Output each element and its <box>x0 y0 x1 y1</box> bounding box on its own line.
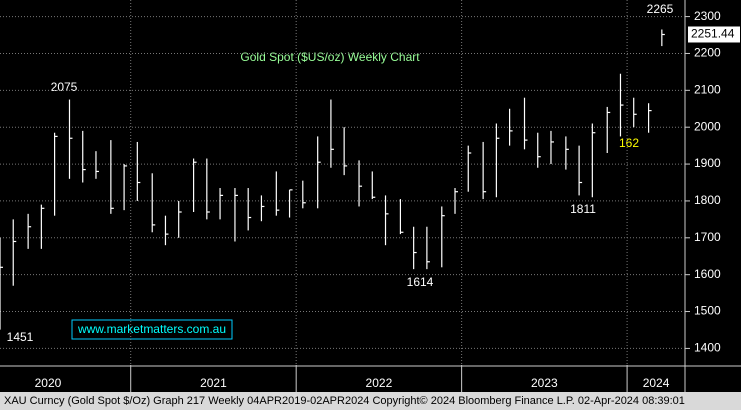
footer-bar <box>0 392 741 410</box>
last-price: 2251.44 <box>691 27 735 41</box>
annotation: 2075 <box>51 80 78 94</box>
footer: XAU Curncy (Gold Spot $/Oz) Graph 217 We… <box>4 395 685 407</box>
y-tick-label: 1700 <box>694 230 721 244</box>
chart-title: Gold Spot ($US/oz) Weekly Chart <box>240 50 420 64</box>
annotation: 1451 <box>7 330 34 344</box>
y-tick-label: 1400 <box>694 341 721 355</box>
last-price-box <box>688 26 740 43</box>
watermark-box <box>71 319 233 340</box>
annotation: 2265 <box>647 2 674 16</box>
x-tick-label: 2022 <box>366 376 393 390</box>
y-tick-label: 1600 <box>694 267 721 281</box>
y-tick-label: 2200 <box>694 46 721 60</box>
y-tick-label: 2100 <box>694 83 721 97</box>
annotation: 1614 <box>407 275 434 289</box>
y-tick-label: 2000 <box>694 119 721 133</box>
x-tick-label: 2021 <box>200 376 227 390</box>
y-tick-label: 1500 <box>694 304 721 318</box>
annotation: 1811 <box>570 202 596 216</box>
x-tick-label: 2020 <box>35 376 62 390</box>
x-tick-label: 2023 <box>531 376 558 390</box>
y-tick-label: 2300 <box>694 9 721 23</box>
y-tick-label: 1900 <box>694 156 721 170</box>
annotation: 162 <box>619 136 639 150</box>
x-tick-label: 2024 <box>643 376 670 390</box>
watermark: www.marketmatters.com.au <box>77 322 226 336</box>
y-tick-label: 1800 <box>694 193 721 207</box>
